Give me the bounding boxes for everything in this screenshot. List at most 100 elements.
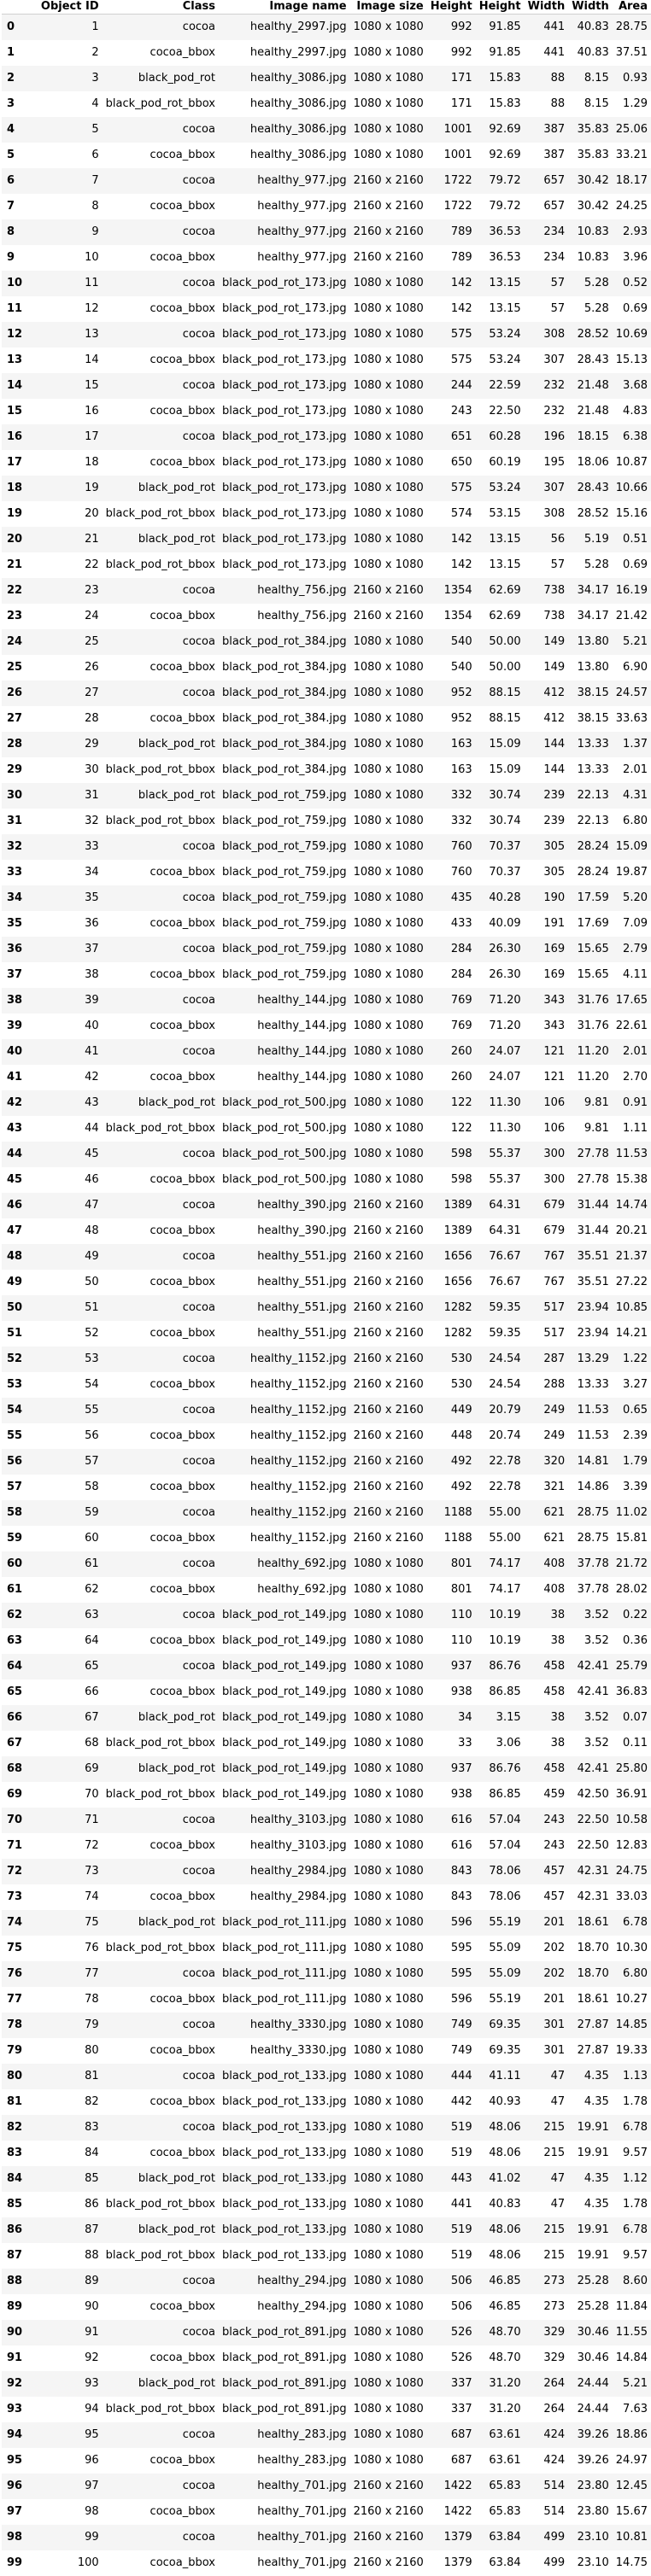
cell-height-pct: 65.83 (476, 2499, 525, 2525)
cell-width-pct: 13.33 (568, 732, 613, 757)
cell-object-id: 24 (38, 604, 103, 629)
cell-class: cocoa (103, 1551, 219, 1577)
cell-width-px: 273 (525, 2294, 569, 2320)
cell-image-size: 1080 x 1080 (350, 296, 427, 322)
cell-width-px: 305 (525, 834, 569, 860)
cell-image-name: black_pod_rot_133.jpg (219, 2089, 350, 2115)
cell-area: 11.02 (613, 1500, 651, 1526)
cell-image-name: black_pod_rot_500.jpg (219, 1090, 350, 1116)
cell-height-px: 506 (427, 2294, 476, 2320)
cell-object-id: 36 (38, 911, 103, 937)
cell-height-pct: 15.83 (476, 91, 525, 117)
cell-area: 33.63 (613, 706, 651, 732)
cell-height-pct: 48.06 (476, 2141, 525, 2166)
cell-image-name: black_pod_rot_891.jpg (219, 2397, 350, 2422)
row-index: 41 (2, 1065, 38, 1090)
row-index: 5 (2, 143, 38, 168)
cell-height-px: 992 (427, 15, 476, 41)
cell-object-id: 71 (38, 1808, 103, 1833)
row-index: 66 (2, 1705, 38, 1731)
cell-class: cocoa_bbox (103, 2550, 219, 2576)
cell-area: 1.12 (613, 2166, 651, 2192)
cell-object-id: 25 (38, 629, 103, 655)
cell-area: 0.52 (613, 271, 651, 296)
cell-width-px: 121 (525, 1039, 569, 1065)
cell-class: cocoa_bbox (103, 1013, 219, 1039)
cell-height-px: 1389 (427, 1193, 476, 1218)
cell-class: black_pod_rot_bbox (103, 809, 219, 834)
cell-class: cocoa_bbox (103, 40, 219, 66)
cell-width-pct: 31.76 (568, 988, 613, 1013)
cell-image-name: black_pod_rot_173.jpg (219, 399, 350, 424)
cell-height-pct: 15.83 (476, 66, 525, 91)
cell-object-id: 32 (38, 809, 103, 834)
cell-object-id: 29 (38, 732, 103, 757)
row-index: 36 (2, 937, 38, 962)
cell-object-id: 13 (38, 322, 103, 348)
row-index: 81 (2, 2089, 38, 2115)
cell-height-px: 574 (427, 501, 476, 527)
cell-width-px: 458 (525, 1756, 569, 1782)
cell-width-pct: 39.26 (568, 2422, 613, 2448)
cell-height-pct: 59.35 (476, 1295, 525, 1321)
cell-object-id: 56 (38, 1423, 103, 1449)
cell-image-size: 1080 x 1080 (350, 1833, 427, 1859)
cell-height-pct: 13.15 (476, 552, 525, 578)
cell-object-id: 59 (38, 1500, 103, 1526)
cell-area: 19.87 (613, 860, 651, 885)
cell-width-pct: 22.50 (568, 1808, 613, 1833)
cell-image-size: 2160 x 2160 (350, 1321, 427, 1346)
cell-object-id: 69 (38, 1756, 103, 1782)
cell-class: cocoa_bbox (103, 348, 219, 373)
cell-object-id: 67 (38, 1705, 103, 1731)
cell-width-px: 458 (525, 1679, 569, 1705)
cell-area: 1.79 (613, 1449, 651, 1475)
cell-width-pct: 31.44 (568, 1193, 613, 1218)
cell-image-name: healthy_701.jpg (219, 2525, 350, 2550)
cell-height-pct: 22.50 (476, 399, 525, 424)
cell-image-size: 1080 x 1080 (350, 143, 427, 168)
cell-width-px: 329 (525, 2345, 569, 2371)
cell-image-size: 1080 x 1080 (350, 1577, 427, 1603)
cell-width-px: 202 (525, 1961, 569, 1987)
row-index: 38 (2, 988, 38, 1013)
cell-width-pct: 4.35 (568, 2166, 613, 2192)
cell-height-px: 843 (427, 1859, 476, 1884)
cell-image-name: healthy_701.jpg (219, 2499, 350, 2525)
cell-image-name: black_pod_rot_759.jpg (219, 809, 350, 834)
cell-image-size: 1080 x 1080 (350, 885, 427, 911)
cell-image-size: 1080 x 1080 (350, 2345, 427, 2371)
cell-area: 12.45 (613, 2474, 651, 2499)
cell-object-id: 34 (38, 860, 103, 885)
cell-width-px: 249 (525, 1398, 569, 1423)
cell-width-pct: 17.59 (568, 885, 613, 911)
cell-object-id: 17 (38, 424, 103, 450)
cell-height-pct: 40.28 (476, 885, 525, 911)
cell-image-name: healthy_3086.jpg (219, 66, 350, 91)
cell-area: 21.37 (613, 1244, 651, 1270)
row-index: 22 (2, 578, 38, 604)
cell-image-size: 1080 x 1080 (350, 40, 427, 66)
cell-width-pct: 28.43 (568, 476, 613, 501)
cell-width-pct: 28.43 (568, 348, 613, 373)
cell-width-px: 273 (525, 2269, 569, 2294)
cell-width-px: 57 (525, 271, 569, 296)
cell-image-name: healthy_294.jpg (219, 2269, 350, 2294)
cell-image-name: healthy_1152.jpg (219, 1398, 350, 1423)
cell-image-size: 1080 x 1080 (350, 988, 427, 1013)
cell-object-id: 3 (38, 66, 103, 91)
row-index: 60 (2, 1551, 38, 1577)
column-header-width-px: Width (525, 0, 569, 15)
cell-area: 3.27 (613, 1372, 651, 1398)
cell-width-px: 232 (525, 373, 569, 399)
cell-object-id: 20 (38, 501, 103, 527)
